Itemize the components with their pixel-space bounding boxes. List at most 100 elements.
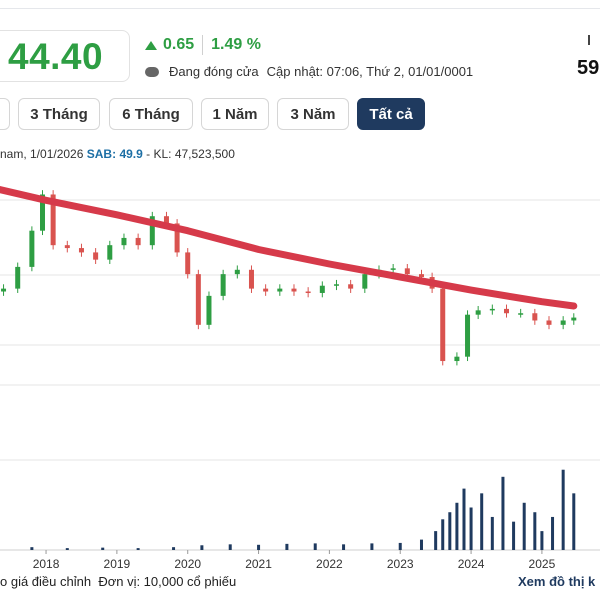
- footer-note: o giá điều chỉnh Đơn vị: 10,000 cổ phiếu: [0, 574, 236, 589]
- volume-bar: [228, 544, 232, 550]
- candle-body: [15, 266, 21, 289]
- candle-body: [454, 356, 460, 362]
- legend-volume: - KL: 47,523,500: [146, 147, 235, 161]
- update-time: Cập nhật: 07:06, Thứ 2, 01/01/0001: [266, 64, 474, 79]
- candle-body: [571, 317, 577, 321]
- unit-note: Đơn vị: 10,000 cổ phiếu: [98, 574, 237, 589]
- volume-bar: [501, 476, 505, 550]
- candle-body: [546, 320, 552, 325]
- candle-body: [263, 288, 269, 292]
- volume-bar: [441, 519, 445, 550]
- candle-body: [404, 268, 410, 275]
- x-tick-label: 2020: [174, 557, 201, 570]
- candle-body: [107, 245, 113, 260]
- candle-body: [390, 268, 396, 270]
- candle-body: [348, 284, 354, 289]
- candle-body: [319, 285, 325, 293]
- range-button-3m[interactable]: 3 Tháng: [18, 98, 100, 130]
- candle-body: [560, 320, 566, 325]
- price-change: 0.65 1.49 %: [145, 35, 261, 55]
- candle-body: [93, 252, 99, 260]
- volume-bar: [480, 493, 484, 550]
- legend-value: 49.9: [119, 147, 143, 161]
- range-button-all[interactable]: Tất cả: [357, 98, 425, 130]
- volume-bar: [462, 488, 466, 550]
- volume-bar: [512, 521, 516, 550]
- current-price: 44.40: [8, 36, 104, 77]
- range-button-1y[interactable]: 1 Năm: [201, 98, 269, 130]
- candle-body: [475, 310, 481, 315]
- candle-body: [40, 194, 46, 231]
- candle-body: [248, 269, 254, 289]
- up-arrow-icon: [145, 40, 157, 50]
- change-percent: 1.49 %: [211, 36, 261, 53]
- change-value: 0.65: [163, 36, 195, 53]
- volume-bar: [30, 547, 34, 550]
- x-tick-label: 2018: [33, 557, 60, 570]
- candle-body: [465, 314, 471, 357]
- volume-bar: [172, 547, 176, 550]
- candle-body: [362, 274, 368, 289]
- candle-body: [135, 237, 141, 246]
- candle-body: [78, 248, 84, 253]
- candle-body: [291, 288, 297, 292]
- candles: [1, 190, 577, 366]
- volume-bar: [101, 547, 105, 550]
- candle-body: [121, 237, 127, 246]
- candle-body: [195, 274, 201, 325]
- candle-body: [333, 284, 339, 286]
- candle-body: [518, 313, 524, 315]
- candle-body: [29, 230, 35, 267]
- candle-body: [50, 194, 56, 246]
- candle-body: [234, 269, 240, 275]
- legend-date: nam, 1/01/2026: [0, 147, 84, 161]
- chart-legend: nam, 1/01/2026 SAB: 49.9 - KL: 47,523,50…: [0, 147, 235, 161]
- status-dot-icon: [145, 66, 159, 77]
- candle-body: [174, 223, 180, 253]
- volume-bar: [490, 516, 494, 550]
- x-axis: 2018 2019 2020 2021 2022 2023 2024 2025: [33, 550, 556, 570]
- volume-bar: [455, 502, 459, 550]
- top-divider: [0, 0, 600, 9]
- range-button-6m[interactable]: 6 Tháng: [109, 98, 193, 130]
- volume-bar: [434, 531, 438, 550]
- right-value: 59: [577, 57, 600, 79]
- status-text: Đang đóng cửa: [169, 64, 259, 79]
- price-box: [0, 30, 130, 82]
- range-button-partial[interactable]: [0, 98, 10, 130]
- market-status: Đang đóng cửa Cập nhật: 07:06, Thứ 2, 01…: [145, 64, 473, 79]
- candle-body: [418, 274, 424, 278]
- candle-body: [532, 313, 538, 321]
- candle-body: [163, 216, 169, 224]
- price-chart[interactable]: 2018 2019 2020 2021 2022 2023 2024 2025: [0, 160, 600, 570]
- x-tick-label: 2023: [387, 557, 414, 570]
- x-tick-label: 2021: [245, 557, 272, 570]
- volume-bar: [398, 542, 402, 550]
- range-button-3y[interactable]: 3 Năm: [277, 98, 349, 130]
- candle-body: [1, 288, 7, 292]
- volume-bar: [342, 544, 346, 550]
- volume-bar: [200, 545, 204, 550]
- candle-body: [489, 308, 495, 311]
- volume-bar: [448, 512, 452, 550]
- legend-symbol: SAB:: [86, 147, 117, 161]
- candle-body: [185, 252, 191, 275]
- x-tick-label: 2024: [458, 557, 485, 570]
- volume-bar: [572, 493, 576, 550]
- change-separator: [202, 35, 204, 55]
- ma-line-group: [0, 186, 578, 310]
- x-tick-label: 2022: [316, 557, 343, 570]
- volume-bar: [65, 548, 69, 550]
- volume-bar: [313, 543, 317, 550]
- candle-body: [503, 308, 509, 314]
- volume-bar: [469, 507, 473, 550]
- candle-body: [440, 288, 446, 362]
- candle-body: [305, 291, 311, 294]
- volume-bar: [370, 543, 374, 550]
- adjusted-price-note: o giá điều chỉnh: [0, 574, 92, 589]
- volume-bar: [533, 512, 537, 550]
- right-marker-icon: [588, 35, 590, 45]
- volume-bar: [257, 544, 261, 550]
- view-chart-link[interactable]: Xem đồ thị k: [518, 574, 596, 589]
- volume-bar: [285, 543, 289, 550]
